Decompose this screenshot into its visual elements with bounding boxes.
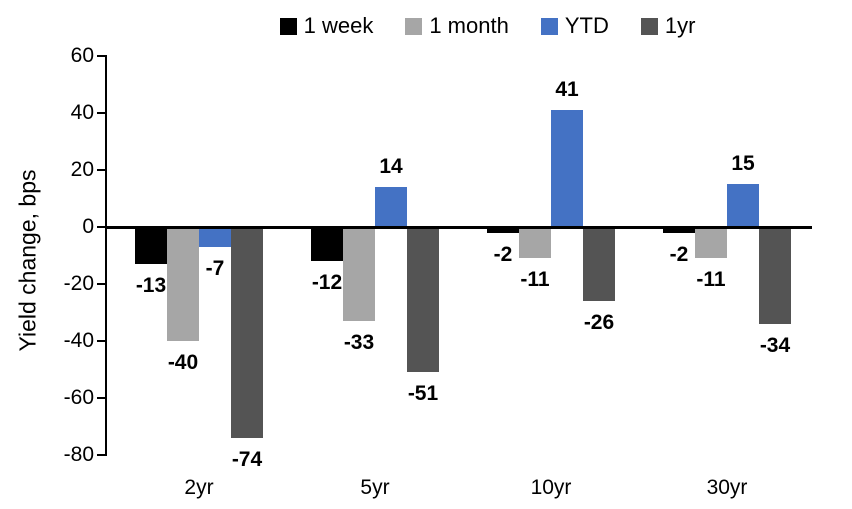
y-axis-tick-label: -60 [63, 386, 94, 409]
y-axis-tick [97, 340, 105, 342]
data-label: -2 [669, 242, 689, 266]
y-axis-tick [97, 454, 105, 456]
bar-1-month-10yr [519, 227, 551, 259]
x-axis-zero-line [105, 225, 812, 229]
data-label: -74 [231, 447, 263, 471]
data-label: -7 [205, 256, 225, 280]
y-axis-tick [97, 169, 105, 171]
bar-1-week-10yr [487, 227, 519, 233]
y-axis-tick-label: -80 [63, 443, 94, 466]
bar-1yr-10yr [583, 227, 615, 302]
legend-item-3: YTD [540, 13, 609, 39]
legend-swatch-icon [405, 17, 423, 35]
bar-1-month-5yr [343, 227, 375, 322]
bar-1-month-30yr [695, 227, 727, 259]
legend-swatch-icon [640, 17, 658, 35]
data-label: 41 [555, 78, 579, 102]
y-axis-tick-label: 40 [70, 101, 94, 124]
y-axis-tick-label: 60 [70, 44, 94, 67]
legend-label: 1 week [303, 13, 374, 38]
y-axis-tick-label: -40 [63, 329, 94, 352]
y-axis-tick-label: 0 [82, 215, 94, 238]
legend-item-2: 1 month [405, 13, 509, 39]
bar-ytd-5yr [375, 187, 407, 227]
legend-swatch-icon [279, 17, 297, 35]
bar-1yr-2yr [231, 227, 263, 438]
data-label: -51 [407, 382, 439, 406]
data-label: -11 [520, 268, 550, 292]
bar-1-week-2yr [135, 227, 167, 265]
bar-ytd-10yr [551, 110, 583, 227]
data-label: -12 [311, 271, 343, 295]
x-axis-category-label: 30yr [706, 476, 748, 499]
data-label: -40 [167, 351, 199, 374]
x-axis-category-label: 5yr [360, 476, 390, 499]
data-label: -26 [583, 311, 615, 335]
bar-1yr-5yr [407, 227, 439, 373]
data-label: -13 [135, 274, 167, 298]
x-axis-category-label: 10yr [530, 476, 572, 499]
y-axis-tick [97, 226, 105, 228]
bar-ytd-2yr [199, 227, 231, 247]
y-axis-tick [97, 112, 105, 114]
legend-swatch-icon [540, 17, 558, 35]
bar-1-month-2yr [167, 227, 199, 341]
y-axis-tick-label: -20 [63, 272, 94, 295]
chart-legend: 1 week 1 month YTD 1yr [134, 8, 841, 44]
data-label: 15 [731, 152, 755, 176]
y-axis-line [105, 55, 107, 456]
y-axis-title: Yield change, bps [14, 169, 41, 352]
x-axis-category-label: 2yr [184, 476, 214, 499]
bar-1-week-30yr [663, 227, 695, 233]
y-axis-tick [97, 55, 105, 57]
bar-ytd-30yr [727, 184, 759, 227]
y-axis-tick-label: 20 [70, 158, 94, 181]
legend-item-4: 1yr [640, 13, 696, 39]
data-label: -33 [343, 331, 375, 355]
y-axis-tick [97, 397, 105, 399]
legend-label: YTD [564, 13, 609, 38]
data-label: -2 [493, 242, 513, 266]
bar-1-week-5yr [311, 227, 343, 262]
legend-label: 1 month [429, 13, 509, 38]
y-axis-tick [97, 283, 105, 285]
legend-label: 1yr [664, 13, 696, 38]
data-label: 14 [379, 155, 403, 179]
data-label: -11 [696, 268, 726, 292]
bar-1yr-30yr [759, 227, 791, 324]
legend-item-1: 1 week [279, 13, 374, 39]
data-label: -34 [759, 333, 791, 357]
